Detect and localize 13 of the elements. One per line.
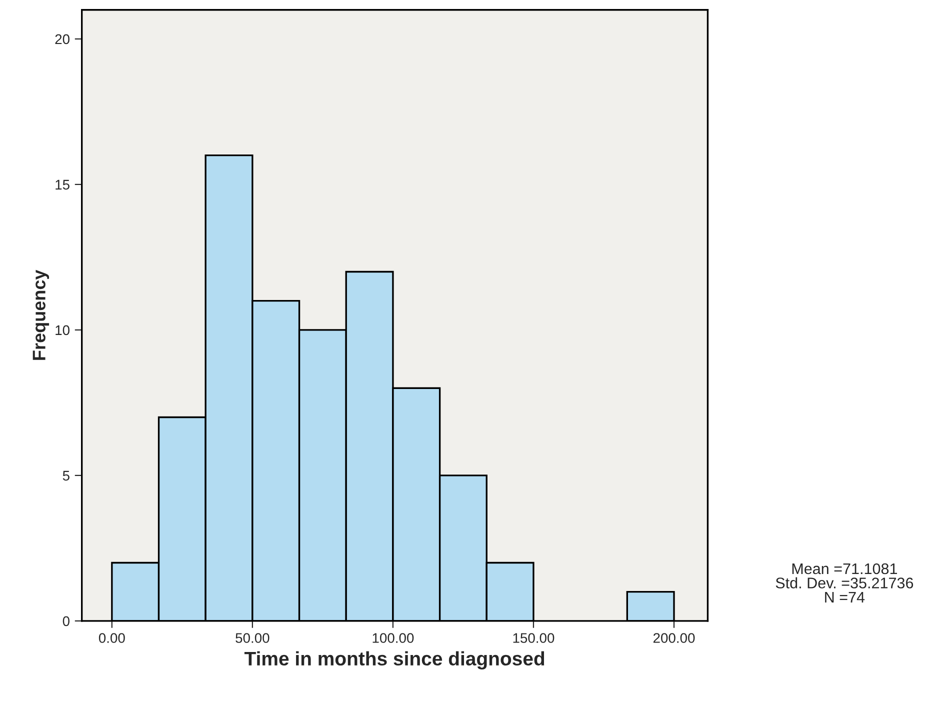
y-tick-label: 20 [55,34,70,44]
x-tick-label: 0.00 [98,633,125,643]
x-tick-label: 100.00 [372,633,414,643]
x-axis-title: Time in months since diagnosed [244,651,544,670]
y-tick-label: 0 [62,616,70,626]
x-tick-label: 50.00 [236,633,270,643]
x-tick-label: 150.00 [513,633,554,643]
y-tick-label: 10 [56,325,70,336]
text: Mean =71.1081 Std. Dev. =35.21736 N =74 [776,563,914,603]
x-tick-label: 200.00 [653,633,695,643]
y-axis-title: Frequency [32,270,50,360]
y-tick-label: 5 [62,470,70,481]
y-tick-label: 15 [56,180,70,190]
